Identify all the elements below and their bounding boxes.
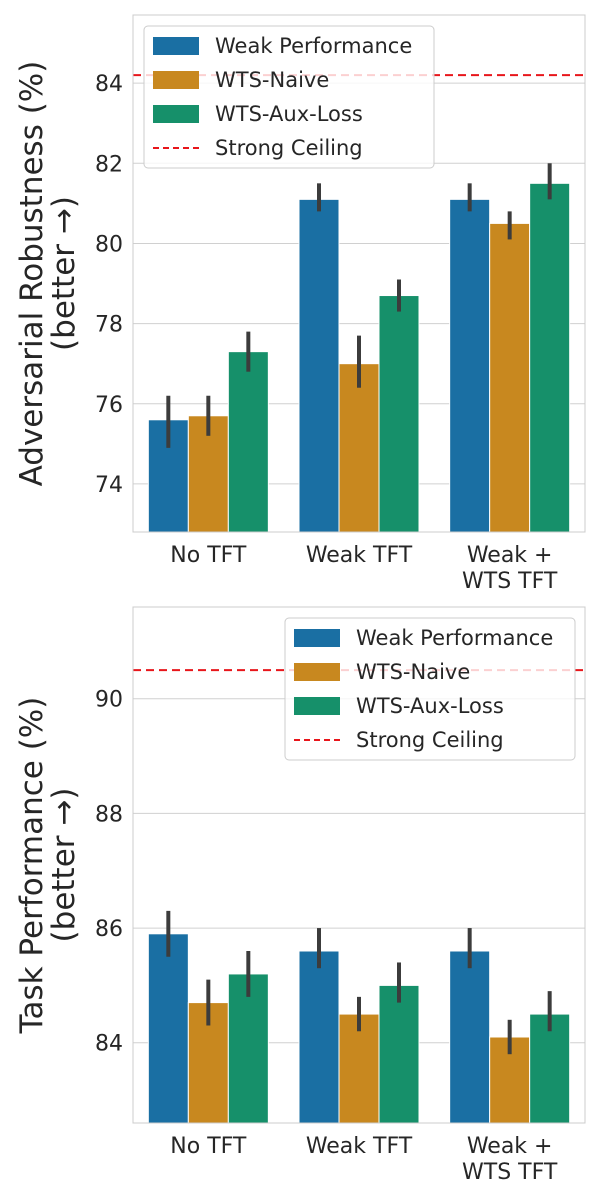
legend-swatch [153,71,199,89]
legend-swatch [153,37,199,55]
x-tick-label: WTS TFT [462,569,558,594]
bar [227,351,269,533]
bar [227,973,269,1124]
y-tick-label: 84 [95,1032,123,1057]
x-tick-label: Weak + [467,543,553,568]
bar [529,1013,571,1124]
legend-label: WTS-Naive [356,660,470,684]
bar [338,363,380,533]
bar [449,950,491,1124]
plot-frame [132,14,586,533]
bar [298,950,340,1124]
legend-swatch [294,629,340,647]
bar [378,984,420,1124]
y-tick-label: 80 [95,232,123,257]
robustness-chart: 74 76 78 80 82 84 No TFT Weak TFT Weak +WTS TFT A… [14,14,586,594]
x-tick-label: Weak TFT [306,543,413,568]
bar [298,198,340,533]
legend-label: WTS-Aux-Loss [215,102,363,126]
plot-frame [132,606,586,1124]
bar [147,933,189,1124]
x-tick-label: No TFT [170,1134,247,1159]
bar [378,295,420,533]
x-tick-label: No TFT [170,543,247,568]
y-tick-label: 86 [95,917,123,942]
bar [449,198,491,533]
legend-label: WTS-Naive [215,68,329,92]
x-tick-label: Weak TFT [306,1134,413,1159]
y-tick-label: 74 [95,473,123,498]
x-tick-label: WTS TFT [462,1160,558,1185]
y-tick-label: 90 [95,688,123,713]
legend-swatch [153,105,199,123]
bar [489,222,531,533]
legend-box [143,25,435,169]
legend-box [284,617,576,761]
legend-label: Weak Performance [356,626,553,650]
y-axis-title: Task Performance (%) [14,697,50,1035]
legend-label: Weak Performance [215,34,412,58]
y-tick-label: 88 [95,802,123,827]
x-tick-label: Weak + [467,1134,553,1159]
y-tick-label: 82 [95,152,123,177]
bar [529,182,571,533]
legend-label: Strong Ceiling [215,136,363,160]
legend-swatch [294,663,340,681]
legend-swatch [294,697,340,715]
y-axis-title: Adversarial Robustness (%) [14,61,50,487]
y-axis-title: (better →) [46,788,82,943]
y-axis-title: (better →) [46,196,82,351]
y-tick-label: 78 [95,313,123,338]
y-tick-label: 84 [95,72,123,97]
legend-label: WTS-Aux-Loss [356,694,504,718]
task-performance-chart: 84 86 88 90 No TFT Weak TFT Weak +WTS TFT Task … [14,606,586,1185]
y-tick-label: 76 [95,393,123,418]
legend-label: Strong Ceiling [356,728,504,752]
